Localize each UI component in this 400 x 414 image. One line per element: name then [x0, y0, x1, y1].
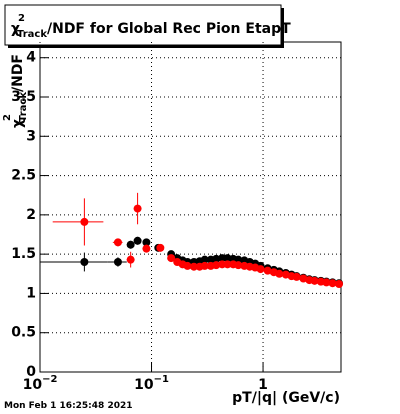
- y-tick-label: 0.5: [11, 325, 36, 341]
- y-tick-label: 0: [26, 364, 36, 380]
- data-point: [189, 262, 198, 271]
- data-point: [133, 236, 142, 245]
- title-sub: Track: [17, 29, 47, 40]
- y-tick-label: 4: [26, 50, 36, 66]
- title-sup: 2: [18, 13, 25, 24]
- timestamp: Mon Feb 1 16:25:48 2021: [4, 401, 133, 411]
- data-point: [223, 260, 232, 269]
- x-tick-base: 10: [23, 377, 43, 393]
- y-tick-label: 3: [26, 128, 36, 144]
- y-tick-label: 1.5: [11, 246, 36, 262]
- data-point: [292, 272, 301, 281]
- data-point: [200, 255, 209, 264]
- y-tick-label: 3.5: [11, 89, 36, 105]
- data-point: [234, 261, 243, 270]
- x-tick-exponent: −2: [42, 374, 57, 385]
- data-point: [156, 243, 165, 252]
- title-symbol: χ: [11, 21, 20, 37]
- y-tick-label: 2: [26, 207, 36, 223]
- x-axis-label: pT/|q| (GeV/c): [232, 390, 340, 406]
- data-point: [167, 254, 176, 263]
- y-label-sub: Track: [18, 92, 29, 122]
- y-label-symbol: χ: [10, 119, 26, 128]
- data-point: [328, 279, 337, 288]
- data-point: [263, 266, 272, 275]
- data-point: [322, 278, 331, 287]
- x-tick-label: 1: [258, 377, 268, 393]
- data-point: [126, 255, 135, 264]
- data-point: [183, 261, 192, 270]
- data-point: [113, 238, 122, 247]
- data-point: [200, 261, 209, 270]
- data-point: [113, 258, 122, 266]
- title-box: [4, 4, 282, 46]
- x-tick-base: 10: [134, 377, 154, 393]
- y-tick-label: 1: [26, 285, 36, 301]
- x-tick-label: 10−2: [23, 374, 58, 393]
- data-point: [310, 276, 319, 285]
- data-point: [335, 280, 344, 288]
- x-tick-label: 10−1: [134, 374, 169, 393]
- data-point: [212, 254, 221, 263]
- y-axis-label: χ2 Track/NDF: [2, 54, 29, 128]
- data-point: [142, 244, 151, 253]
- y-tick-label: 2.5: [11, 168, 36, 184]
- data-point: [80, 258, 89, 266]
- data-point: [80, 217, 89, 226]
- data-point: [234, 255, 243, 264]
- y-label-sup: 2: [2, 114, 13, 121]
- data-point: [212, 261, 221, 270]
- data-point: [126, 240, 135, 249]
- data-point: [142, 238, 151, 247]
- data-point: [256, 265, 265, 274]
- data-point: [275, 269, 284, 278]
- chart-title: χ2 Track/NDF for Global Rec Pion EtapT: [11, 13, 291, 40]
- title-text: /NDF for Global Rec Pion EtapT: [47, 21, 291, 37]
- x-tick-exponent: −1: [154, 374, 169, 385]
- data-point: [133, 204, 142, 213]
- y-label-text: /NDF: [10, 54, 26, 92]
